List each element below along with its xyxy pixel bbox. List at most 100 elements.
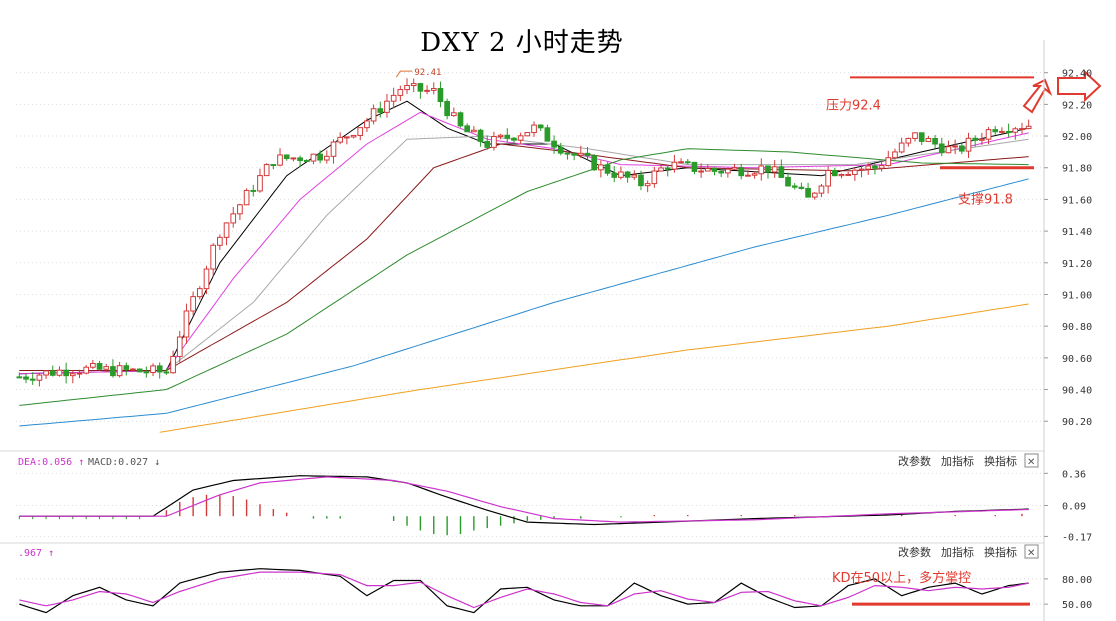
candle bbox=[918, 132, 925, 142]
moving-average-line bbox=[19, 148, 1029, 406]
candle bbox=[765, 165, 771, 173]
candle bbox=[330, 141, 337, 157]
add-indicator-button[interactable]: 加指标 bbox=[941, 545, 974, 559]
candle bbox=[992, 129, 999, 133]
macd-tick-label: 0.09 bbox=[1062, 501, 1086, 512]
candle bbox=[684, 161, 691, 164]
candle bbox=[511, 137, 517, 141]
candle bbox=[745, 174, 751, 177]
candle bbox=[110, 366, 116, 377]
candle bbox=[725, 168, 731, 174]
candle bbox=[210, 244, 217, 270]
add-indicator-button[interactable]: 加指标 bbox=[941, 454, 974, 468]
indicator-toolbar: 改参数 加指标 换指标 ✕ bbox=[898, 453, 1039, 468]
candle bbox=[858, 168, 865, 171]
high-marker-label: 92.41 bbox=[414, 68, 441, 78]
price-tick-label: 90.40 bbox=[1062, 386, 1092, 397]
candle bbox=[965, 137, 972, 152]
candle bbox=[230, 213, 237, 224]
edit-params-button[interactable]: 改参数 bbox=[898, 454, 931, 468]
high-marker-pointer bbox=[395, 70, 413, 78]
candle bbox=[263, 164, 270, 177]
macd-tick-label: 0.36 bbox=[1062, 469, 1086, 480]
candle bbox=[90, 362, 96, 368]
candle bbox=[237, 204, 243, 215]
candle bbox=[196, 288, 203, 298]
candle bbox=[397, 89, 404, 96]
candle bbox=[584, 152, 591, 157]
candle bbox=[43, 370, 49, 376]
candle bbox=[618, 171, 624, 178]
close-icon[interactable]: ✕ bbox=[1027, 548, 1035, 559]
candle bbox=[651, 170, 658, 185]
candle bbox=[103, 366, 110, 370]
candle bbox=[524, 132, 531, 137]
candle bbox=[604, 164, 611, 174]
candle bbox=[698, 170, 704, 173]
candle bbox=[390, 94, 397, 102]
candle bbox=[223, 222, 230, 238]
price-tick-label: 90.60 bbox=[1062, 354, 1092, 365]
candle bbox=[611, 172, 618, 178]
candle bbox=[1005, 130, 1012, 133]
close-icon[interactable] bbox=[1024, 453, 1039, 468]
moving-average-line bbox=[19, 178, 1029, 427]
close-icon[interactable] bbox=[1024, 544, 1039, 559]
candle bbox=[384, 100, 390, 113]
price-tick-label: 92.00 bbox=[1062, 132, 1092, 143]
candle bbox=[444, 101, 450, 117]
candle bbox=[410, 83, 417, 87]
candle bbox=[471, 129, 477, 133]
candle bbox=[370, 108, 377, 122]
candle bbox=[430, 88, 437, 91]
candle bbox=[785, 176, 791, 187]
candle bbox=[678, 161, 684, 164]
candle bbox=[217, 236, 223, 246]
switch-indicator-button[interactable]: 换指标 bbox=[984, 454, 1017, 468]
candle bbox=[69, 373, 76, 377]
candles bbox=[16, 78, 1032, 387]
candle bbox=[551, 140, 557, 148]
switch-indicator-button[interactable]: 换指标 bbox=[984, 545, 1017, 559]
candle bbox=[243, 189, 250, 206]
candle bbox=[865, 165, 872, 170]
candle bbox=[130, 368, 136, 371]
candle bbox=[156, 365, 163, 373]
candle bbox=[36, 374, 43, 381]
candle bbox=[952, 145, 958, 148]
kd-tick-label: 80.00 bbox=[1062, 575, 1092, 586]
edit-params-button[interactable]: 改参数 bbox=[898, 545, 931, 559]
candle bbox=[818, 185, 825, 194]
candle bbox=[270, 164, 277, 167]
price-tick-label: 92.20 bbox=[1062, 100, 1092, 111]
candle bbox=[163, 371, 170, 374]
candle bbox=[257, 175, 263, 192]
candle bbox=[564, 152, 571, 155]
candle bbox=[624, 171, 631, 178]
candle bbox=[704, 168, 711, 172]
candle bbox=[872, 165, 878, 169]
candle bbox=[283, 154, 290, 160]
candle bbox=[377, 108, 384, 113]
candle bbox=[491, 136, 497, 148]
candle bbox=[718, 170, 725, 174]
close-icon[interactable]: ✕ bbox=[1027, 457, 1035, 468]
candle bbox=[852, 169, 858, 175]
candle bbox=[658, 167, 664, 172]
candle bbox=[317, 153, 323, 161]
kd-line bbox=[19, 571, 1029, 609]
candle bbox=[631, 174, 638, 178]
candle bbox=[450, 112, 457, 117]
candle bbox=[591, 155, 598, 171]
candle bbox=[925, 137, 932, 142]
price-tick-label: 91.80 bbox=[1062, 164, 1092, 175]
candle bbox=[557, 146, 564, 154]
candle bbox=[16, 376, 23, 379]
candle bbox=[364, 120, 370, 129]
candle bbox=[811, 192, 818, 198]
candle bbox=[751, 173, 758, 176]
candle bbox=[203, 268, 210, 290]
candle bbox=[805, 187, 811, 198]
candle bbox=[404, 85, 410, 91]
macd-panel: DEA:0.056 ↑ MACD:0.027 ↓ bbox=[18, 457, 1029, 536]
